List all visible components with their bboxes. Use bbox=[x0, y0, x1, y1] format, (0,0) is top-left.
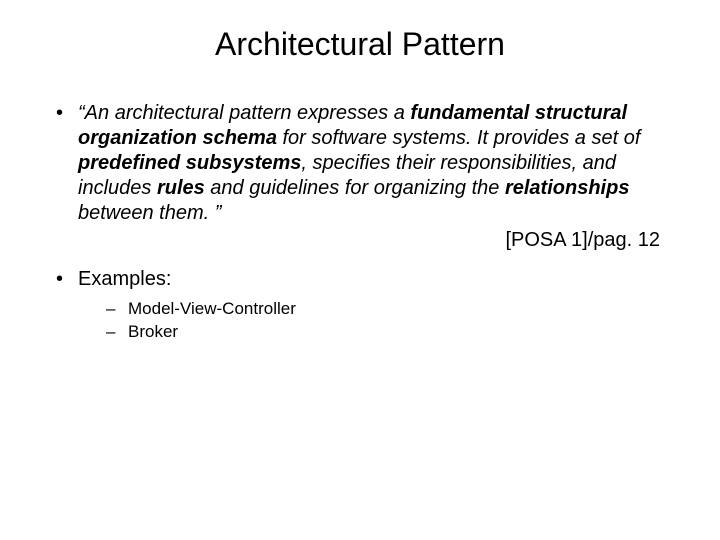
definition-bullet: “An architectural pattern expresses a fu… bbox=[50, 101, 670, 253]
examples-label: Examples: bbox=[78, 268, 171, 290]
def-seg1: An architectural pattern expresses a bbox=[85, 102, 411, 124]
def-bold2: predefined subsystems bbox=[78, 152, 301, 174]
citation: [POSA 1]/pag. 12 bbox=[78, 228, 670, 253]
def-seg4: and guidelines for organizing the bbox=[205, 177, 505, 199]
open-quote: “ bbox=[78, 102, 85, 124]
slide: Architectural Pattern “An architectural … bbox=[0, 0, 720, 540]
list-item: Model-View-Controller bbox=[106, 298, 670, 321]
def-bold4: relationships bbox=[505, 177, 629, 199]
slide-title: Architectural Pattern bbox=[50, 26, 670, 63]
def-bold3: rules bbox=[157, 177, 205, 199]
def-seg2: for software systems. It provides a set … bbox=[277, 127, 640, 149]
bullet-list: “An architectural pattern expresses a fu… bbox=[50, 101, 670, 344]
list-item: Broker bbox=[106, 321, 670, 344]
examples-bullet: Examples: Model-View-Controller Broker bbox=[50, 267, 670, 344]
examples-list: Model-View-Controller Broker bbox=[106, 298, 670, 344]
def-seg5: between them. ” bbox=[78, 202, 221, 224]
definition-text: “An architectural pattern expresses a fu… bbox=[78, 102, 640, 224]
